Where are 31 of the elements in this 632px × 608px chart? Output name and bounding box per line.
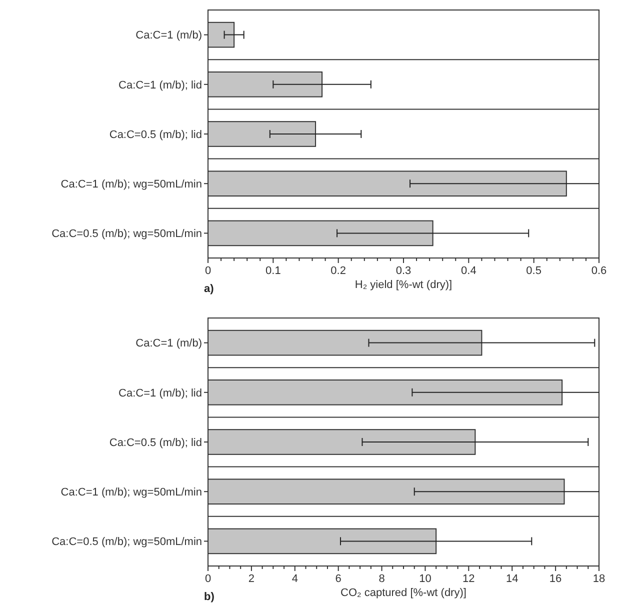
y-tick-label: Ca:C=1 (m/b); wg=50mL/min [60, 178, 202, 190]
x-tick-label: 12 [462, 573, 475, 585]
y-tick-label: Ca:C=0.5 (m/b); wg=50mL/min [52, 228, 202, 240]
y-tick-label: Ca:C=0.5 (m/b); wg=50mL/min [52, 536, 202, 548]
x-tick-label: 0 [204, 573, 212, 585]
x-tick-label: 0.4 [461, 265, 476, 277]
y-tick-label: Ca:C=1 (m/b); wg=50mL/min [60, 486, 202, 498]
x-tick-label: 0.3 [396, 265, 412, 277]
x-tick-label: 4 [292, 573, 298, 585]
x-tick-label: 16 [549, 573, 562, 585]
x-axis-title: H₂ yield [%-wt (dry)] [354, 279, 452, 291]
x-tick-label: 0.1 [266, 265, 281, 277]
y-tick-label: Ca:C=1 (m/b) [136, 338, 202, 350]
x-tick-label: 8 [378, 573, 385, 585]
x-tick-label: 6 [335, 573, 342, 585]
y-tick-label: Ca:C=1 (m/b); lid [118, 79, 202, 92]
x-axis-title: CO₂ captured [%-wt (dry)] [340, 587, 466, 599]
y-tick-label: Ca:C=0.5 (m/b); lid [109, 128, 202, 141]
x-tick-label: 0 [204, 265, 212, 277]
x-tick-label: 0.5 [526, 265, 542, 277]
x-tick-label: 18 [592, 573, 606, 585]
y-tick-label: Ca:C=1 (m/b) [136, 30, 202, 42]
x-tick-label: 0.6 [591, 265, 607, 277]
text: a) [204, 283, 214, 295]
x-tick-label: 2 [248, 573, 255, 585]
x-tick-label: 14 [506, 573, 518, 585]
x-tick-label: 10 [419, 573, 432, 585]
x-tick-label: 0.2 [330, 265, 346, 277]
y-tick-label: Ca:C=0.5 (m/b); lid [109, 436, 202, 449]
text: b) [204, 591, 215, 603]
y-tick-label: Ca:C=1 (m/b); lid [118, 387, 202, 400]
